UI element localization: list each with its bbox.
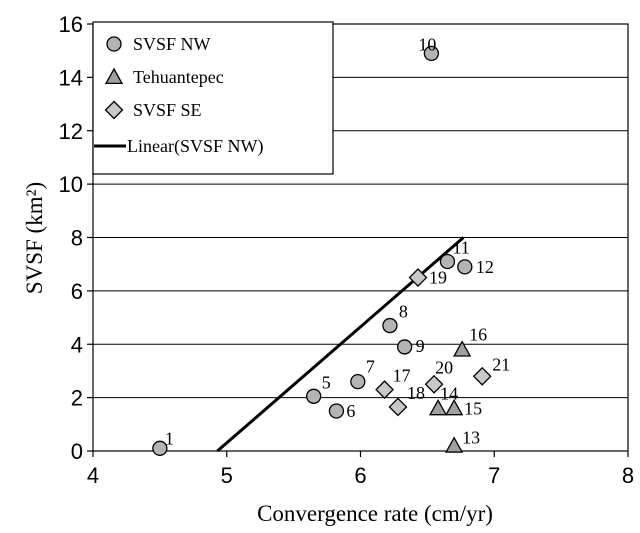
- point-label: 5: [322, 372, 331, 392]
- data-point: [152, 440, 168, 456]
- data-point: [457, 259, 473, 275]
- legend: SVSF NW Tehuantepec SVSF SE Linear(SVSF NW): [92, 21, 334, 175]
- y-tick-label: 12: [59, 119, 83, 144]
- legend-label: SVSF NW: [133, 34, 211, 54]
- y-tick-label: 2: [71, 386, 83, 411]
- point-label: 6: [346, 401, 355, 421]
- legend-marker: [104, 100, 124, 120]
- point-label: 10: [418, 34, 436, 54]
- data-point: [350, 373, 366, 390]
- data-point: [375, 380, 394, 400]
- legend-marker: [106, 36, 122, 52]
- data-point: [439, 253, 456, 270]
- x-tick-label: 4: [87, 463, 99, 488]
- legend-label: Tehuantepec: [133, 67, 224, 87]
- y-tick-label: 14: [59, 65, 83, 90]
- x-tick-label: 7: [488, 463, 500, 488]
- data-points: [152, 45, 492, 456]
- legend-marker: [104, 67, 124, 85]
- point-label: 12: [476, 257, 494, 277]
- y-tick-label: 16: [59, 12, 83, 37]
- legend-label: Linear(SVSF NW): [127, 136, 263, 157]
- data-point: [424, 374, 444, 394]
- point-label: 14: [440, 383, 458, 403]
- y-axis-title: SVSF (km²): [22, 182, 47, 294]
- x-axis-ticks: 4 5 6 7 8: [87, 451, 634, 488]
- data-point: [396, 339, 413, 355]
- point-label: 9: [416, 336, 425, 356]
- point-label: 8: [399, 302, 408, 322]
- data-point: [445, 398, 464, 416]
- data-point: [408, 268, 428, 287]
- data-point: [388, 397, 408, 417]
- y-tick-label: 6: [71, 279, 83, 304]
- data-point: [445, 436, 464, 453]
- point-label: 7: [366, 357, 375, 377]
- point-label: 16: [469, 325, 487, 345]
- x-tick-label: 8: [622, 463, 634, 488]
- data-point: [428, 398, 448, 416]
- data-point: [328, 403, 345, 419]
- y-tick-label: 0: [71, 439, 83, 464]
- x-axis-title: Convergence rate (cm/yr): [257, 501, 493, 526]
- y-tick-label: 4: [71, 332, 83, 357]
- data-point: [306, 388, 322, 404]
- data-point: [472, 366, 492, 386]
- point-label: 17: [393, 366, 411, 386]
- x-tick-label: 5: [221, 463, 233, 488]
- point-label: 20: [435, 357, 453, 377]
- y-tick-label: 10: [59, 172, 83, 197]
- point-label: 15: [464, 398, 482, 418]
- y-tick-label: 8: [71, 226, 83, 251]
- point-label: 18: [407, 383, 425, 403]
- point-label: 1: [165, 428, 174, 448]
- point-label: 19: [429, 268, 447, 288]
- point-label: 11: [452, 238, 469, 258]
- data-point: [453, 340, 472, 357]
- y-axis-ticks: 0 2 4 6 8 10 12 14 16: [59, 12, 93, 464]
- point-label: 21: [492, 354, 510, 374]
- data-point: [382, 317, 398, 334]
- data-point: [423, 45, 440, 62]
- point-label: 13: [462, 428, 480, 448]
- x-tick-label: 6: [354, 463, 366, 488]
- legend-label: SVSF SE: [133, 100, 202, 120]
- legend-box: [92, 21, 334, 175]
